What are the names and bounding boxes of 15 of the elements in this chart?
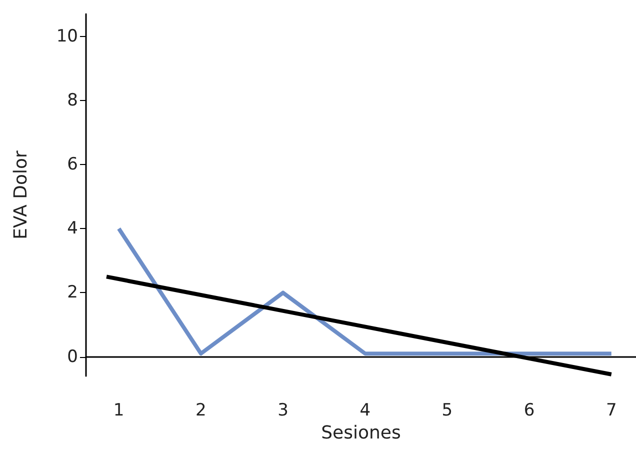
y-tick-label: 4 xyxy=(67,218,78,239)
x-tick-label: 5 xyxy=(442,400,453,420)
y-tick-label: 0 xyxy=(67,346,78,367)
y-tick-label: 8 xyxy=(67,90,78,110)
x-tick-label: 6 xyxy=(524,400,535,420)
y-tick-label: 2 xyxy=(67,282,78,303)
x-tick-label: 4 xyxy=(360,400,371,420)
x-tick-label: 2 xyxy=(196,400,206,420)
y-axis-title: EVA Dolor xyxy=(10,150,32,240)
x-tick-label: 7 xyxy=(606,400,617,420)
y-tick-label: 10 xyxy=(56,26,78,46)
x-tick-label: 1 xyxy=(113,400,124,420)
y-tick-label: 6 xyxy=(67,154,78,175)
x-tick-label: 3 xyxy=(278,400,288,420)
x-axis-title: Sesiones xyxy=(321,422,401,444)
